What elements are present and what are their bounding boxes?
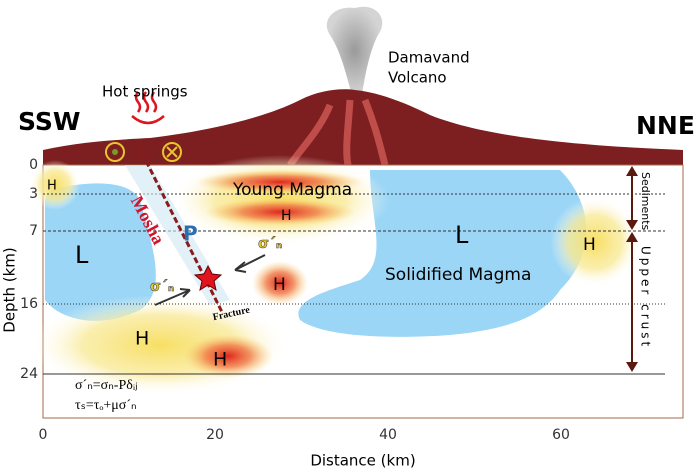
hot-springs-label: Hot springs xyxy=(102,83,188,101)
magma xyxy=(183,334,273,378)
side-label: NNE xyxy=(636,111,695,140)
x-tick-label: 20 xyxy=(206,427,224,443)
volcano-label: Volcano xyxy=(388,69,447,87)
side-label: SSW xyxy=(18,107,80,136)
y-tick-label: 0 xyxy=(29,157,38,173)
y-tick-label: 3 xyxy=(29,186,38,202)
y-tick-label: 16 xyxy=(20,296,38,312)
zone-label: Young Magma xyxy=(232,180,352,200)
stress-arrow xyxy=(234,254,266,273)
spring-symbol xyxy=(162,142,182,162)
hypocenter xyxy=(193,264,223,292)
layer-label: Sediments xyxy=(639,172,652,231)
solidified-zone xyxy=(298,170,587,337)
zone-label: Solidified Magma xyxy=(385,265,531,285)
zone-label: H xyxy=(135,328,149,350)
plume xyxy=(326,6,383,96)
equation: σ´ₙ=σₙ-Pδᵢⱼ xyxy=(75,378,138,393)
zone-label: H xyxy=(273,275,286,295)
high-zone xyxy=(30,160,80,210)
y-tick-label: 24 xyxy=(20,366,38,382)
spring-symbol xyxy=(112,149,118,155)
x-axis-label: Distance (km) xyxy=(310,452,415,470)
zone-label: H xyxy=(583,235,596,255)
layer-label: Upper crust xyxy=(639,246,653,349)
mountain xyxy=(43,89,683,165)
low-zone xyxy=(45,183,156,321)
spring-symbol xyxy=(105,142,125,162)
magma xyxy=(195,170,365,194)
zone-label: L xyxy=(455,221,469,249)
spring-symbol xyxy=(166,146,178,158)
zone-label: L xyxy=(75,241,89,269)
fault-zone xyxy=(125,165,230,305)
stress-arrow xyxy=(154,288,191,306)
hot-spring-icon xyxy=(131,91,165,125)
magma xyxy=(252,261,308,305)
volcano-label: Damavand xyxy=(388,49,470,67)
equation: τₛ=τₒ+μσ´ₙ xyxy=(75,398,137,413)
x-tick-label: 40 xyxy=(379,427,397,443)
magma xyxy=(205,198,355,226)
y-tick-label: 7 xyxy=(29,223,38,239)
high-zone xyxy=(550,197,640,287)
zone-label: H xyxy=(47,179,57,194)
x-tick-label: 60 xyxy=(552,427,570,443)
pressure-label: P xyxy=(183,222,198,246)
zone-label: H xyxy=(281,208,292,224)
y-axis-label: Depth (km) xyxy=(1,247,19,332)
stress-label: σ´ₙ xyxy=(150,279,174,295)
x-tick-label: 0 xyxy=(39,427,48,443)
stress-label: σ´ₙ xyxy=(258,236,282,252)
zone-label: H xyxy=(213,349,227,371)
